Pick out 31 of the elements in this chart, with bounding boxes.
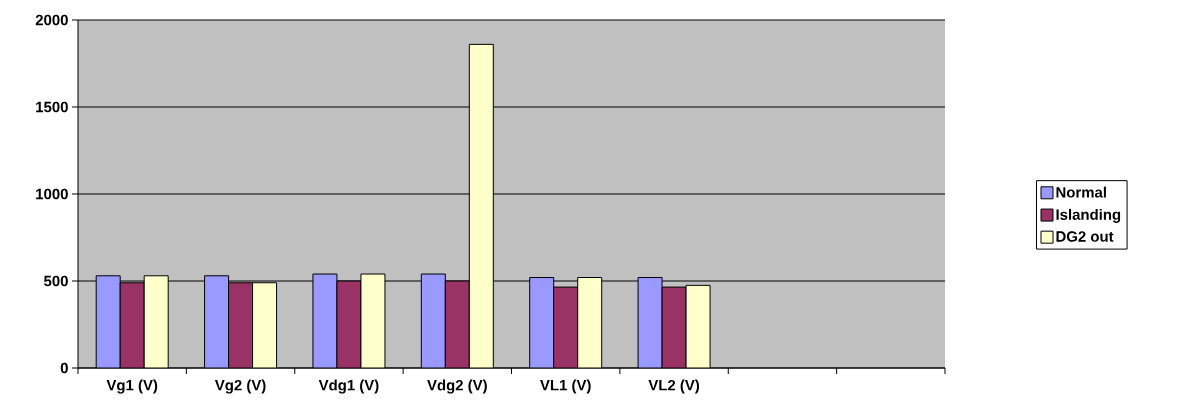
y-tick-label: 500 (44, 275, 68, 287)
legend-label: Normal (1056, 186, 1106, 198)
bar (143, 275, 169, 368)
bar (204, 275, 230, 368)
x-tick-label: Vdg2 (V) (427, 379, 487, 394)
bar (312, 273, 338, 368)
y-tick-label: 1000 (36, 188, 68, 200)
bar (529, 277, 555, 368)
legend-label: DG2 out (1056, 231, 1114, 242)
x-tick-label: VL2 (V) (648, 379, 700, 394)
bar (577, 277, 603, 368)
bar (252, 282, 278, 368)
bar (553, 286, 579, 368)
legend-label: Islanding (1056, 208, 1121, 223)
bar (336, 280, 362, 368)
x-tick-label: VL1 (V) (540, 379, 591, 394)
y-tick-label: 1500 (36, 101, 68, 113)
bar (685, 284, 711, 368)
x-tick-label: Vdg1 (V) (318, 379, 379, 394)
y-tick-label: 0 (60, 362, 68, 374)
bar (420, 273, 446, 368)
bar (119, 282, 145, 368)
x-tick-label: Vg1 (V) (106, 379, 158, 394)
bar (444, 280, 470, 368)
bar (360, 273, 386, 368)
bar (637, 277, 663, 368)
y-tick-label: 2000 (35, 14, 68, 26)
bar (468, 43, 494, 368)
bar (95, 275, 121, 368)
x-tick-label: Vg2 (V) (214, 379, 266, 394)
bar (228, 282, 254, 368)
